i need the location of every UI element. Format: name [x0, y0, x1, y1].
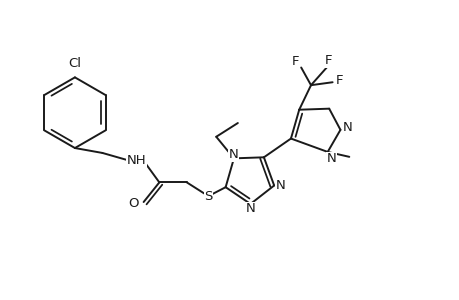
- Text: O: O: [128, 197, 139, 211]
- Text: N: N: [326, 152, 336, 165]
- Text: NH: NH: [127, 154, 146, 167]
- Text: F: F: [291, 55, 298, 68]
- Text: F: F: [324, 54, 332, 67]
- Text: S: S: [204, 190, 212, 202]
- Text: F: F: [335, 74, 342, 87]
- Text: N: N: [275, 179, 285, 192]
- Text: N: N: [229, 148, 238, 161]
- Text: N: N: [245, 202, 255, 215]
- Text: N: N: [341, 122, 352, 134]
- Text: Cl: Cl: [68, 57, 81, 70]
